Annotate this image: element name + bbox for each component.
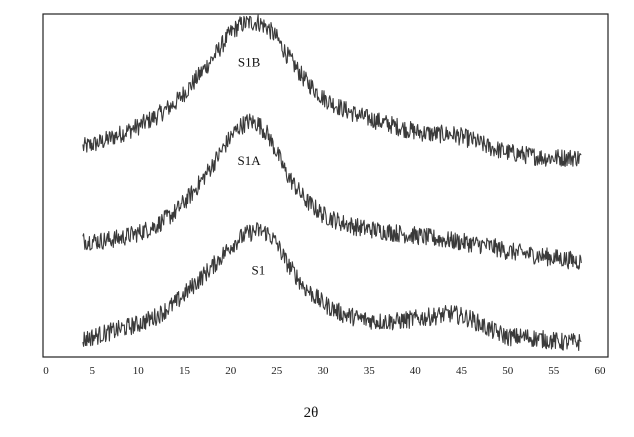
series-line-s1 bbox=[82, 222, 582, 352]
x-tick-label: 5 bbox=[89, 365, 95, 377]
x-tick-label: 0 bbox=[43, 365, 49, 377]
x-tick-label: 25 bbox=[271, 365, 283, 377]
x-tick-label: 40 bbox=[410, 365, 422, 377]
x-tick-label: 50 bbox=[502, 365, 514, 377]
series-labels: S1B S1A S1 bbox=[238, 54, 266, 277]
plot-frame bbox=[42, 13, 609, 358]
x-tick-label: 10 bbox=[133, 365, 145, 377]
series-label-s1b: S1B bbox=[238, 54, 261, 69]
x-tick-label: 15 bbox=[179, 365, 191, 377]
series-label-s1a: S1A bbox=[238, 153, 262, 168]
x-tick-label: 30 bbox=[318, 365, 330, 377]
x-tick-label: 45 bbox=[456, 365, 468, 377]
series-traces bbox=[82, 14, 582, 352]
series-label-s1: S1 bbox=[252, 262, 266, 277]
x-tick-label: 55 bbox=[548, 365, 560, 377]
x-axis-title: 2θ bbox=[304, 405, 319, 421]
series-line-s1a bbox=[82, 113, 582, 270]
x-tick-label: 60 bbox=[595, 365, 607, 377]
x-tick-label: 20 bbox=[225, 365, 237, 377]
x-axis-ticks: 0 5 10 15 20 25 30 35 40 45 50 55 60 bbox=[43, 365, 606, 377]
series-line-s1b bbox=[82, 14, 582, 168]
x-tick-label: 35 bbox=[364, 365, 376, 377]
